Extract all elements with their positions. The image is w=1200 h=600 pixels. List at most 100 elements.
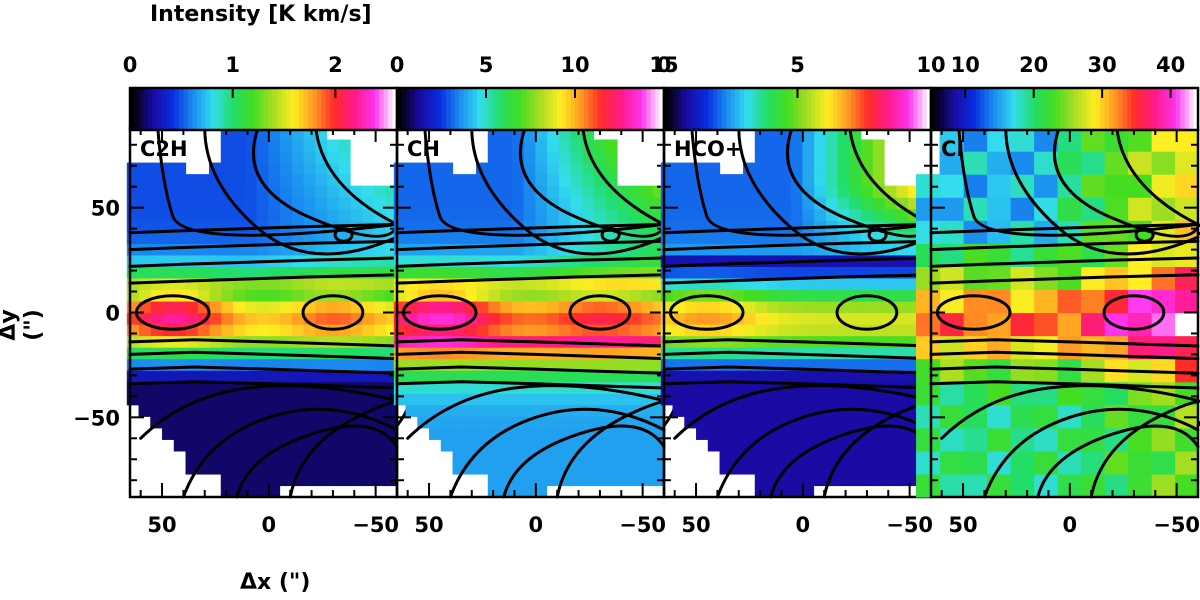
map-pixel [476,416,489,429]
map-pixel [150,197,163,210]
map-pixel [279,450,292,464]
map-pixel [150,185,163,198]
map-pixel [405,404,418,417]
colorbar-segment [1100,88,1106,130]
map-pixel [743,370,756,383]
map-pixel [429,162,442,175]
map-pixel [1033,450,1058,475]
map-pixel [581,439,595,452]
map-pixel [1174,266,1199,291]
colorbar-segment [819,88,825,130]
map-pixel [825,266,838,279]
map-pixel [570,151,583,164]
map-pixel [338,197,351,210]
map-pixel [291,162,304,175]
map-pixel [1127,473,1152,498]
map-pixel [197,370,210,383]
map-pixel [872,254,885,267]
map-pixel [825,277,838,291]
map-pixel [837,277,850,291]
map-pixel [696,266,709,279]
map-pixel [511,266,524,279]
map-pixel [558,439,571,452]
map-pixel [813,347,826,360]
contour-loop [333,227,354,243]
map-pixel [593,335,606,348]
map-pixel [476,462,489,475]
map-pixel [523,197,536,210]
map-pixel [546,139,559,152]
map-pixel [696,370,709,383]
contour-line [128,222,399,235]
map-pixel [511,197,524,210]
map-pixel [361,358,375,371]
map-pixel [464,358,477,371]
map-pixel [303,473,316,487]
map-pixel [570,416,583,429]
map-pixel [593,473,606,487]
colorbar-segment [828,88,834,130]
map-pixel [660,393,674,406]
map-pixel [617,473,630,487]
map-pixel [150,277,163,291]
map-pixel [546,185,559,198]
map-pixel [672,231,685,244]
map-pixel [1104,289,1129,314]
map-pixel [581,277,595,291]
colorbar-segment [655,88,661,130]
map-pixel [707,370,721,383]
map-pixel [801,243,815,256]
colorbar-segment [356,88,362,130]
map-pixel [279,473,292,487]
map-pixel [754,393,768,406]
map-pixel [837,439,850,452]
contour-loop [867,227,888,243]
map-pixel [1127,450,1152,475]
contour-line [395,256,666,268]
colorbar-segment [690,88,696,130]
map-pixel [138,231,151,244]
map-pixel [1080,220,1105,244]
map-pixel [244,300,257,314]
map-pixel [895,473,909,487]
map-pixel [558,197,571,210]
map-pixel [801,162,815,175]
map-pixel [719,370,732,383]
map-pixel [499,393,512,406]
map-pixel [848,358,862,371]
x-tick-label: 50 [414,513,443,537]
map-pixel [719,266,732,279]
colorbar-segment [650,88,656,130]
map-pixel [1151,450,1176,475]
colorbar-segment [1193,88,1199,130]
map-pixel [291,197,304,210]
map-pixel [197,404,210,417]
map-pixel [464,243,477,256]
map-pixel [939,197,964,221]
map-pixel [895,208,909,221]
map-pixel [499,231,512,244]
map-pixel [499,277,512,291]
map-pixel [197,266,210,279]
map-pixel [617,462,630,475]
colorbar-tick-label: 0 [657,53,672,77]
colorbar-segment [899,88,905,130]
colorbar-segment [370,88,376,130]
colorbar-segment [561,88,567,130]
map-pixel [813,462,826,475]
map-pixel [267,151,281,164]
map-pixel [719,427,732,440]
map-pixel [707,300,721,314]
map-pixel [546,324,559,337]
colorbar-segment [419,88,425,130]
map-pixel [640,254,653,267]
map-pixel [393,266,407,279]
map-pixel [487,266,501,279]
colorbar-segment [775,88,781,130]
map-pixel [546,174,559,187]
map-pixel [916,381,941,406]
map-pixel [173,312,187,325]
map-pixel [1033,312,1058,337]
map-pixel [338,208,351,221]
map-pixel [754,289,768,302]
